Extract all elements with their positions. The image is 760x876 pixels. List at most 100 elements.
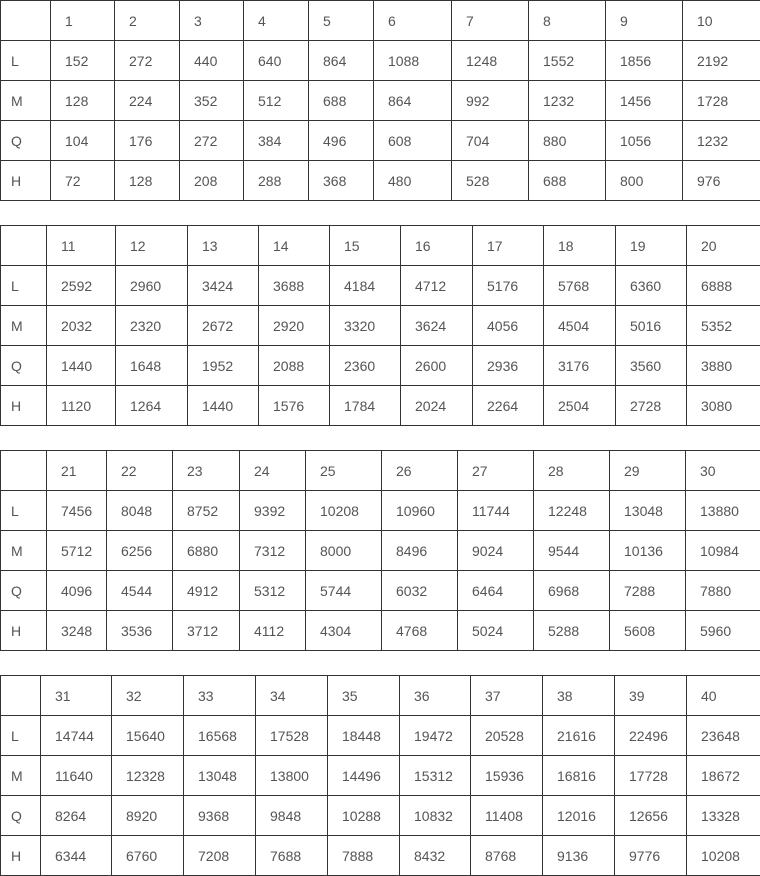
version-header-cell: 12 bbox=[115, 225, 188, 266]
version-header-cell: 1 bbox=[50, 0, 115, 41]
capacity-cell: 72 bbox=[50, 160, 115, 201]
capacity-cell: 2920 bbox=[258, 305, 330, 346]
level-row: H 3248 3536 3712 4112 4304 4768 5024 5288 5608 596… bbox=[0, 610, 760, 651]
capacity-cell: 4184 bbox=[329, 265, 401, 306]
capacity-cell: 272 bbox=[179, 120, 244, 161]
capacity-cell: 2600 bbox=[400, 345, 473, 386]
capacity-cell: 1120 bbox=[46, 385, 116, 426]
version-header-cell: 29 bbox=[609, 450, 686, 491]
version-header-cell: 39 bbox=[614, 675, 687, 716]
capacity-cell: 128 bbox=[50, 80, 115, 121]
version-header-cell: 6 bbox=[373, 0, 452, 41]
version-header-cell: 8 bbox=[528, 0, 606, 41]
capacity-cell: 2320 bbox=[115, 305, 188, 346]
capacity-table-versions-21-30: 21 22 23 24 25 26 27 28 29 30 L 7456 8048 8752 9392 102… bbox=[0, 450, 760, 651]
capacity-cell: 5024 bbox=[457, 610, 534, 651]
capacity-cell: 9136 bbox=[542, 835, 615, 876]
capacity-cell: 22496 bbox=[614, 715, 687, 756]
capacity-cell: 3176 bbox=[543, 345, 616, 386]
version-header-cell: 26 bbox=[381, 450, 458, 491]
version-header-cell: 34 bbox=[255, 675, 328, 716]
capacity-cell: 4112 bbox=[239, 610, 306, 651]
capacity-cell: 3880 bbox=[686, 345, 760, 386]
level-row: Q 104 176 272 384 496 608 704 880 1056 1232 bbox=[0, 120, 760, 161]
capacity-cell: 2032 bbox=[46, 305, 116, 346]
level-label-cell: L bbox=[0, 715, 41, 756]
capacity-cell: 4768 bbox=[381, 610, 458, 651]
version-header-cell: 23 bbox=[172, 450, 240, 491]
capacity-cell: 6968 bbox=[533, 570, 610, 611]
capacity-cell: 8752 bbox=[172, 490, 240, 531]
capacity-cell: 20528 bbox=[470, 715, 543, 756]
capacity-cell: 6256 bbox=[106, 530, 173, 571]
capacity-cell: 8920 bbox=[111, 795, 184, 836]
capacity-cell: 8432 bbox=[399, 835, 471, 876]
version-header-cell: 31 bbox=[40, 675, 112, 716]
capacity-cell: 15936 bbox=[470, 755, 543, 796]
capacity-cell: 2360 bbox=[329, 345, 401, 386]
level-row: M 11640 12328 13048 13800 14496 15312 15936 1681… bbox=[0, 755, 760, 796]
level-label-cell: M bbox=[0, 530, 47, 571]
capacity-cell: 5744 bbox=[305, 570, 382, 611]
capacity-cell: 1456 bbox=[605, 80, 683, 121]
capacity-cell: 10832 bbox=[399, 795, 471, 836]
capacity-cell: 2192 bbox=[682, 40, 760, 81]
capacity-cell: 272 bbox=[114, 40, 180, 81]
version-header-cell: 16 bbox=[400, 225, 473, 266]
capacity-cell: 5288 bbox=[533, 610, 610, 651]
capacity-cell: 368 bbox=[308, 160, 374, 201]
version-header-cell: 21 bbox=[46, 450, 107, 491]
table-body: 21 22 23 24 25 26 27 28 29 30 L 7456 8048 8752 9392 102… bbox=[0, 450, 760, 651]
version-header-cell: 30 bbox=[685, 450, 760, 491]
version-header-cell: 11 bbox=[46, 225, 116, 266]
capacity-cell: 688 bbox=[308, 80, 374, 121]
capacity-cell: 14744 bbox=[40, 715, 112, 756]
capacity-cell: 16816 bbox=[542, 755, 615, 796]
capacity-cell: 640 bbox=[243, 40, 309, 81]
capacity-cell: 2024 bbox=[400, 385, 473, 426]
capacity-cell: 13800 bbox=[255, 755, 328, 796]
version-header-row: 21 22 23 24 25 26 27 28 29 30 bbox=[0, 450, 760, 491]
level-label-cell: M bbox=[0, 80, 51, 121]
capacity-cell: 6888 bbox=[686, 265, 760, 306]
capacity-cell: 9848 bbox=[255, 795, 328, 836]
version-header-cell: 27 bbox=[457, 450, 534, 491]
level-row: Q 8264 8920 9368 9848 10288 10832 11408 12016 126… bbox=[0, 795, 760, 836]
capacity-cell: 208 bbox=[179, 160, 244, 201]
capacity-cell: 1056 bbox=[605, 120, 683, 161]
capacity-table-versions-31-40: 31 32 33 34 35 36 37 38 39 40 L 14744 15640 16568 1752… bbox=[0, 675, 760, 876]
capacity-cell: 21616 bbox=[542, 715, 615, 756]
version-header-cell: 24 bbox=[239, 450, 306, 491]
capacity-cell: 352 bbox=[179, 80, 244, 121]
capacity-cell: 23648 bbox=[686, 715, 760, 756]
capacity-cell: 880 bbox=[528, 120, 606, 161]
level-label-cell: Q bbox=[0, 795, 41, 836]
capacity-cell: 512 bbox=[243, 80, 309, 121]
capacity-cell: 6360 bbox=[615, 265, 687, 306]
version-header-cell: 32 bbox=[111, 675, 184, 716]
level-label-cell: H bbox=[0, 835, 41, 876]
capacity-cell: 1264 bbox=[115, 385, 188, 426]
capacity-cell: 6464 bbox=[457, 570, 534, 611]
capacity-cell: 1952 bbox=[187, 345, 259, 386]
capacity-cell: 13048 bbox=[609, 490, 686, 531]
version-header-cell: 20 bbox=[686, 225, 760, 266]
version-header-cell: 25 bbox=[305, 450, 382, 491]
capacity-cell: 5960 bbox=[685, 610, 760, 651]
capacity-cell: 5608 bbox=[609, 610, 686, 651]
capacity-cell: 11408 bbox=[470, 795, 543, 836]
capacity-cell: 8048 bbox=[106, 490, 173, 531]
capacity-cell: 7208 bbox=[183, 835, 256, 876]
version-header-cell: 13 bbox=[187, 225, 259, 266]
corner-cell bbox=[0, 450, 47, 491]
capacity-cell: 14496 bbox=[327, 755, 400, 796]
capacity-cell: 3248 bbox=[46, 610, 107, 651]
capacity-cell: 608 bbox=[373, 120, 452, 161]
table-body: 1 2 3 4 5 6 7 8 9 10 L 152 272 440 640 864 1088 1248 1552 1… bbox=[0, 0, 760, 201]
level-label-cell: Q bbox=[0, 570, 47, 611]
version-header-cell: 19 bbox=[615, 225, 687, 266]
capacity-cell: 5016 bbox=[615, 305, 687, 346]
level-row: L 14744 15640 16568 17528 18448 19472 20528 2161… bbox=[0, 715, 760, 756]
capacity-cell: 1576 bbox=[258, 385, 330, 426]
capacity-cell: 992 bbox=[451, 80, 529, 121]
